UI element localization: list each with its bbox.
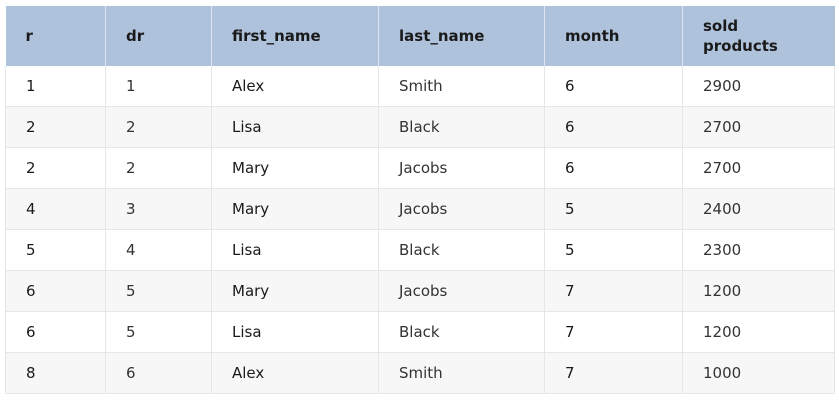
cell-month: 6 — [544, 106, 683, 148]
cell-month: 7 — [544, 270, 683, 312]
cell-sold-products: 2400 — [682, 188, 835, 230]
cell-r: 2 — [5, 147, 106, 189]
table-row: 6 5 Mary Jacobs 7 1200 — [5, 270, 835, 312]
table-row: 1 1 Alex Smith 6 2900 — [5, 66, 835, 107]
cell-month: 7 — [544, 311, 683, 353]
cell-r: 4 — [5, 188, 106, 230]
cell-last-name: Jacobs — [378, 270, 545, 312]
cell-r: 2 — [5, 106, 106, 148]
cell-r: 6 — [5, 311, 106, 353]
table-row: 4 3 Mary Jacobs 5 2400 — [5, 188, 835, 230]
cell-last-name: Jacobs — [378, 188, 545, 230]
cell-sold-products: 2300 — [682, 229, 835, 271]
cell-sold-products: 2700 — [682, 106, 835, 148]
cell-dr: 4 — [105, 229, 212, 271]
cell-month: 6 — [544, 147, 683, 189]
cell-dr: 6 — [105, 352, 212, 394]
cell-dr: 2 — [105, 106, 212, 148]
cell-dr: 2 — [105, 147, 212, 189]
header-r: r — [5, 6, 106, 66]
results-table-container: r dr first_name last_name month sold pro… — [5, 6, 835, 394]
cell-sold-products: 2700 — [682, 147, 835, 189]
cell-first-name: Alex — [211, 352, 379, 394]
table-row: 2 2 Mary Jacobs 6 2700 — [5, 147, 835, 189]
table-row: 6 5 Lisa Black 7 1200 — [5, 311, 835, 353]
cell-month: 6 — [544, 66, 683, 107]
cell-first-name: Mary — [211, 188, 379, 230]
table-header-row: r dr first_name last_name month sold pro… — [5, 6, 835, 66]
cell-first-name: Lisa — [211, 229, 379, 271]
cell-r: 1 — [5, 66, 106, 107]
cell-dr: 1 — [105, 66, 212, 107]
cell-r: 8 — [5, 352, 106, 394]
cell-dr: 5 — [105, 270, 212, 312]
cell-first-name: Alex — [211, 66, 379, 107]
header-month: month — [544, 6, 683, 66]
header-sold-products: sold products — [682, 6, 835, 66]
table-row: 2 2 Lisa Black 6 2700 — [5, 106, 835, 148]
cell-last-name: Black — [378, 106, 545, 148]
cell-last-name: Smith — [378, 352, 545, 394]
cell-sold-products: 1000 — [682, 352, 835, 394]
cell-month: 5 — [544, 229, 683, 271]
cell-first-name: Mary — [211, 270, 379, 312]
cell-month: 5 — [544, 188, 683, 230]
cell-first-name: Lisa — [211, 311, 379, 353]
cell-sold-products: 2900 — [682, 66, 835, 107]
cell-last-name: Black — [378, 229, 545, 271]
cell-last-name: Jacobs — [378, 147, 545, 189]
table-row: 8 6 Alex Smith 7 1000 — [5, 352, 835, 394]
cell-sold-products: 1200 — [682, 270, 835, 312]
results-table: r dr first_name last_name month sold pro… — [5, 6, 835, 394]
cell-dr: 3 — [105, 188, 212, 230]
cell-month: 7 — [544, 352, 683, 394]
cell-last-name: Black — [378, 311, 545, 353]
cell-sold-products: 1200 — [682, 311, 835, 353]
cell-r: 6 — [5, 270, 106, 312]
cell-dr: 5 — [105, 311, 212, 353]
header-last-name: last_name — [378, 6, 545, 66]
cell-last-name: Smith — [378, 66, 545, 107]
header-dr: dr — [105, 6, 212, 66]
cell-first-name: Mary — [211, 147, 379, 189]
cell-r: 5 — [5, 229, 106, 271]
header-first-name: first_name — [211, 6, 379, 66]
cell-first-name: Lisa — [211, 106, 379, 148]
table-row: 5 4 Lisa Black 5 2300 — [5, 229, 835, 271]
